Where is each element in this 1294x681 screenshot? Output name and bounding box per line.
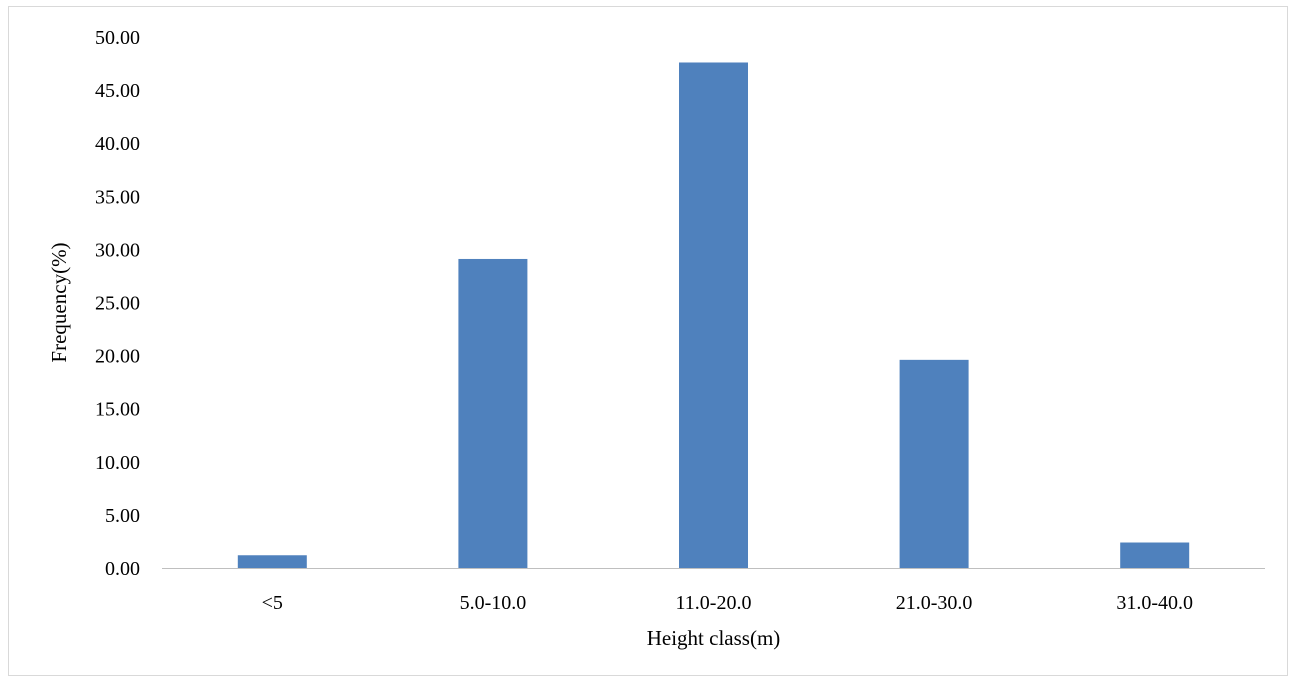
x-axis-ticks: <5 5.0-10.0 11.0-20.0 21.0-30.0 31.0-40.0 [262,592,1193,614]
x-tick-label: 5.0-10.0 [460,592,527,614]
y-tick-label: 40.00 [95,133,140,155]
bar [237,555,307,568]
y-tick-label: 5.00 [105,505,140,527]
x-tick-label: 11.0-20.0 [676,592,752,614]
y-tick-label: 30.00 [95,239,140,261]
x-tick-label: 31.0-40.0 [1116,592,1193,614]
x-tick-label: 21.0-30.0 [896,592,973,614]
y-axis-title: Frequency(%) [47,242,71,362]
y-axis-ticks: 0.00 5.00 10.00 15.00 20.00 25.00 30.00 35.00 40… [95,27,140,580]
y-tick-label: 20.00 [95,346,140,368]
y-tick-label: 10.00 [95,452,140,474]
x-tick-label: <5 [262,592,283,614]
bar [899,359,969,568]
chart-frame [8,6,1288,676]
y-tick-label: 25.00 [95,293,140,315]
x-axis-title: Height class(m) [647,626,781,650]
y-tick-label: 0.00 [105,558,140,580]
y-tick-label: 15.00 [95,399,140,421]
y-tick-label: 50.00 [95,27,140,49]
bar [458,258,528,568]
y-tick-label: 35.00 [95,186,140,208]
y-tick-label: 45.00 [95,80,140,102]
bar [679,62,748,568]
bar-series [237,62,1190,568]
bar [1120,542,1190,568]
